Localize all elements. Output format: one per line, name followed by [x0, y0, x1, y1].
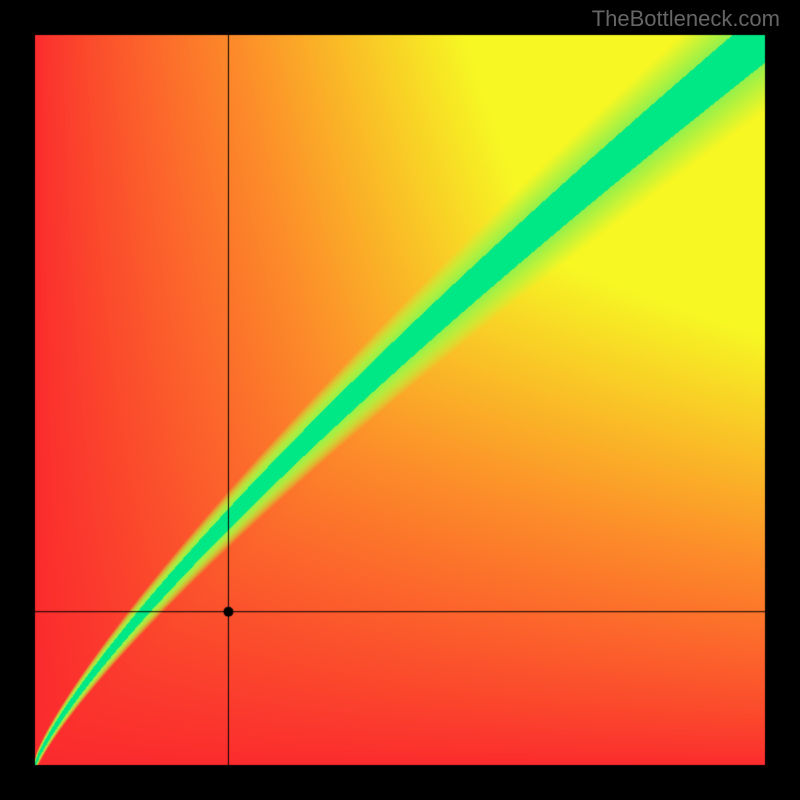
watermark-text: TheBottleneck.com [592, 6, 780, 32]
bottleneck-heatmap [0, 0, 800, 800]
